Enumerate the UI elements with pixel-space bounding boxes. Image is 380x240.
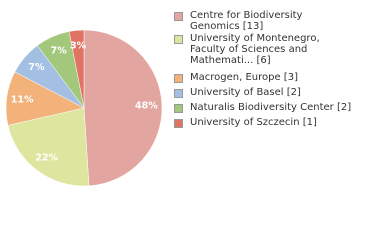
legend-label: Naturalis Biodiversity Center [2] xyxy=(190,102,352,113)
legend-swatch xyxy=(174,89,183,98)
slice-label: 11% xyxy=(11,95,34,106)
pie-slice xyxy=(7,107,90,187)
pie: 48%22%11%7%7% 3% xyxy=(5,29,163,187)
legend-label: Centre for Biodiversity Genomics [13] xyxy=(190,10,303,32)
slice-label: 7% xyxy=(51,45,68,56)
slice-label: 22% xyxy=(35,153,58,164)
legend-swatch xyxy=(174,104,183,113)
pie-slice xyxy=(68,29,85,109)
legend-swatch xyxy=(174,119,183,128)
legend-label: Macrogen, Europe [3] xyxy=(190,72,298,83)
slice-label: 3% xyxy=(70,40,87,51)
legend-swatch xyxy=(174,74,183,83)
slice-label: 7% xyxy=(28,62,45,73)
legend-label: University of Basel [2] xyxy=(190,87,301,98)
legend-swatch xyxy=(174,12,183,21)
legend-label: University of Montenegro, Faculty of Sci… xyxy=(190,33,320,66)
slice-label: 48% xyxy=(135,100,158,111)
legend-swatch xyxy=(174,35,183,44)
pie-slice xyxy=(83,29,163,187)
legend-label: University of Szczecin [1] xyxy=(190,117,317,128)
